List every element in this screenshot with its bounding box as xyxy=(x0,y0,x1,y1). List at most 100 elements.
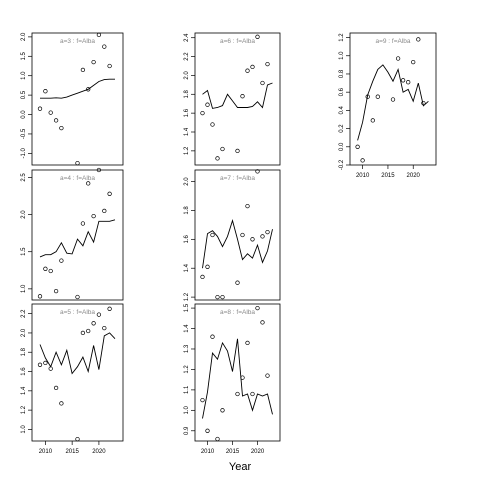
plot-frame xyxy=(31,32,124,166)
y-tick-label: 2.0 xyxy=(21,328,27,337)
data-point xyxy=(96,32,102,38)
data-point xyxy=(215,294,220,300)
y-tick-label: 0.8 xyxy=(339,69,345,78)
data-point xyxy=(43,266,48,271)
x-tick-label: 2020 xyxy=(92,449,106,455)
data-point xyxy=(210,232,215,238)
x-tick-label: 2015 xyxy=(65,449,79,455)
trend-line xyxy=(202,82,273,109)
y-tick-label: 1.6 xyxy=(184,108,190,117)
x-tick-label: 2010 xyxy=(39,449,53,455)
y-tick-label: 1.5 xyxy=(21,51,27,60)
data-point xyxy=(235,391,240,397)
plot-frame xyxy=(194,169,281,301)
data-point xyxy=(102,44,107,49)
data-point xyxy=(43,89,48,94)
x-tick-label: 2010 xyxy=(201,449,215,455)
y-tick-label: 2.2 xyxy=(21,309,27,318)
y-tick-label: 1.1 xyxy=(184,385,190,394)
panel-7: a=9 : f=Alba -0.2 0.0 0.2 0.4 0.6 0.8 1.0 1.2 201… xyxy=(339,32,437,179)
data-point xyxy=(260,80,265,86)
data-point xyxy=(96,312,102,317)
data-point xyxy=(250,391,255,397)
y-tick-label: 0.0 xyxy=(339,142,345,151)
data-point xyxy=(245,203,250,209)
data-point xyxy=(200,397,205,403)
y-tick-label: 0.5 xyxy=(21,90,27,99)
y-tick-label: 1.3 xyxy=(184,344,190,353)
panel-4: a=6 : f=Alba 1.2 1.4 1.6 1.8 2.0 2.2 2.4 xyxy=(184,32,281,166)
y-tick-label: 1.6 xyxy=(21,367,27,376)
data-point xyxy=(86,87,91,92)
data-point xyxy=(102,325,107,331)
y-tick-label: 2.0 xyxy=(21,32,27,41)
data-point xyxy=(107,306,112,311)
y-tick-label: 1.4 xyxy=(21,386,27,395)
data-point xyxy=(220,146,225,152)
data-point xyxy=(265,61,270,67)
panel-3: a=5 : f=Alba 1.0 1.2 1.4 1.6 1.8 2.0 2.2 2010 201… xyxy=(21,303,124,455)
data-point xyxy=(210,122,215,127)
data-point xyxy=(215,436,220,442)
trend-line xyxy=(202,218,273,269)
y-tick-label: 0.2 xyxy=(339,124,345,133)
x-tick-label: 2020 xyxy=(407,173,421,179)
y-tick-label: 1.4 xyxy=(184,324,190,333)
data-point xyxy=(43,360,48,366)
data-point xyxy=(59,401,64,406)
x-tick-label: 2015 xyxy=(381,173,395,179)
data-point xyxy=(240,232,245,238)
y-tick-label: 1.0 xyxy=(21,71,27,80)
panel-title: a=7 : f=Alba xyxy=(220,175,255,182)
data-point xyxy=(220,408,225,413)
data-point xyxy=(265,373,270,378)
plot-frame xyxy=(349,32,437,166)
data-point xyxy=(107,63,112,69)
y-tick-label: 2.4 xyxy=(184,33,190,42)
data-point xyxy=(59,258,64,263)
y-tick-label: 1.0 xyxy=(184,405,190,414)
y-tick-label: 1.4 xyxy=(184,263,190,272)
data-point xyxy=(53,118,59,123)
y-tick-label: 2.5 xyxy=(21,173,27,182)
data-point xyxy=(360,158,365,163)
y-tick-label: 2.0 xyxy=(184,177,190,186)
data-point xyxy=(235,148,240,154)
data-point xyxy=(37,362,43,367)
y-tick-label: 1.0 xyxy=(21,425,27,434)
x-axis-title: Year xyxy=(229,461,252,473)
data-point xyxy=(395,56,401,61)
data-point xyxy=(53,288,59,294)
data-point xyxy=(80,67,86,73)
trend-line xyxy=(357,64,429,141)
data-point xyxy=(215,156,220,161)
y-tick-label: 1.8 xyxy=(184,89,190,98)
panel-title: a=5 : f=Alba xyxy=(60,309,95,316)
data-point xyxy=(102,208,107,214)
plot-frame xyxy=(194,32,281,166)
data-point xyxy=(400,78,406,83)
data-point xyxy=(260,320,265,325)
panel-title: a=4 : f=Alba xyxy=(60,175,95,182)
data-point xyxy=(91,213,96,219)
y-tick-label: 0.9 xyxy=(184,426,190,435)
y-tick-label: 2.0 xyxy=(184,71,190,80)
data-point xyxy=(210,334,215,339)
plot-frame xyxy=(31,169,124,301)
panel-5: a=7 : f=Alba 1.2 1.4 1.6 1.8 2.0 xyxy=(184,169,281,301)
x-tick-label: 2015 xyxy=(226,449,240,455)
y-tick-label: 1.0 xyxy=(21,284,27,293)
y-tick-label: 1.2 xyxy=(184,365,190,374)
data-point xyxy=(59,125,64,131)
trend-line xyxy=(39,219,116,258)
data-point xyxy=(255,34,260,39)
data-point xyxy=(96,167,102,173)
trend-line xyxy=(202,338,273,419)
data-point xyxy=(411,59,416,65)
y-tick-label: 0.6 xyxy=(339,87,345,96)
y-tick-label: 1.4 xyxy=(184,127,190,136)
y-tick-label: 2.0 xyxy=(21,210,27,219)
y-tick-label: 1.2 xyxy=(339,33,345,42)
data-point xyxy=(80,330,86,336)
